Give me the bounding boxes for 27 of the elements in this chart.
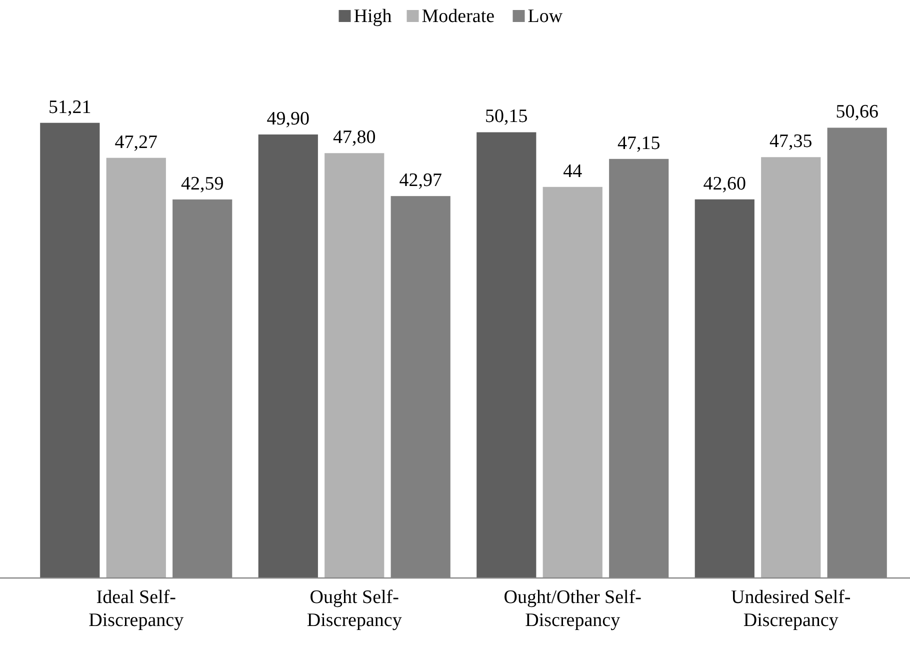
- bar: [106, 158, 166, 578]
- bar: [324, 153, 384, 578]
- data-label: 47,35: [770, 131, 812, 152]
- x-tick-label: Ought Self-Discrepancy: [306, 587, 402, 631]
- bar: [542, 186, 602, 578]
- data-label: 50,66: [836, 102, 878, 123]
- bar: [694, 199, 754, 578]
- data-label: 44: [563, 160, 583, 182]
- x-tick-label: Undesired Self-Discrepancy: [730, 587, 851, 631]
- data-label: 42,97: [399, 170, 442, 192]
- data-label: 47,15: [617, 132, 660, 154]
- bar: [761, 157, 821, 578]
- data-label: 51,21: [48, 96, 92, 118]
- data-label: 49,90: [266, 108, 310, 130]
- data-label: 42,60: [703, 173, 746, 194]
- x-tick-label: Ideal Self-Discrepancy: [88, 587, 184, 631]
- data-label: 50,15: [485, 106, 528, 128]
- legend-label: High: [354, 6, 392, 27]
- legend-label: Low: [528, 6, 563, 27]
- bar: [258, 134, 318, 578]
- data-label: 47,27: [114, 132, 158, 153]
- legend-label: Moderate: [422, 6, 495, 27]
- data-label: 42,59: [180, 173, 224, 194]
- bar: [40, 122, 100, 578]
- data-label: 47,80: [333, 127, 376, 148]
- x-tick-label: Ought/Other Self-Discrepancy: [504, 587, 642, 631]
- bar: [476, 132, 536, 578]
